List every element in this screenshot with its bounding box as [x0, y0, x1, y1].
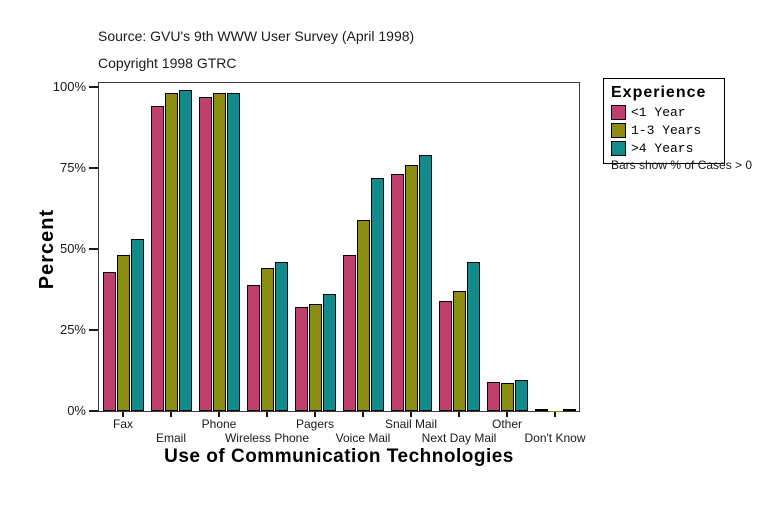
bar-group: [150, 90, 192, 411]
copyright-text: Copyright 1998 GTRC: [98, 55, 237, 71]
bar: [390, 174, 404, 411]
y-tick: [89, 167, 98, 169]
bar: [178, 90, 192, 411]
legend-item: 1-3 Years: [611, 123, 718, 138]
plot-area: [98, 82, 580, 412]
bar: [260, 268, 274, 411]
bar: [212, 93, 226, 411]
legend-items: <1 Year 1-3 Years >4 Years: [611, 105, 718, 156]
bar: [322, 294, 336, 411]
bar: [226, 93, 240, 411]
bar-group: [438, 261, 480, 411]
y-tick-label: 75%: [59, 160, 86, 175]
bar-group: [390, 155, 432, 411]
bar: [294, 307, 308, 411]
legend-title: Experience: [611, 84, 707, 101]
bar-group: [534, 409, 576, 411]
legend-swatch: [611, 141, 626, 156]
y-tick: [89, 329, 98, 331]
legend-note: Bars show % of Cases > 0: [611, 158, 753, 172]
x-tick: [410, 412, 412, 417]
bar: [452, 291, 466, 411]
legend-swatch: [611, 123, 626, 138]
x-tick: [314, 412, 316, 417]
y-tick-label: 25%: [59, 322, 86, 337]
bar: [246, 284, 260, 411]
bar: [164, 93, 178, 411]
bar: [562, 409, 576, 411]
bar-group: [246, 261, 288, 411]
bar-group: [102, 239, 144, 411]
x-tick: [122, 412, 124, 417]
x-tick-label: Next Day Mail: [421, 431, 497, 445]
legend-item-label: <1 Year: [631, 105, 686, 120]
bar: [150, 106, 164, 411]
bar: [370, 177, 384, 411]
y-tick-label: 0%: [67, 403, 86, 418]
bar: [514, 380, 528, 411]
bar-group: [342, 177, 384, 411]
y-tick-label: 100%: [52, 79, 86, 94]
x-tick: [506, 412, 508, 417]
x-tick-label: Voice Mail: [335, 431, 391, 445]
y-tick-label: 50%: [59, 241, 86, 256]
bar: [466, 261, 480, 411]
bar: [438, 300, 452, 411]
bar: [102, 271, 116, 411]
legend: Experience <1 Year 1-3 Years >4 Years: [603, 78, 725, 164]
bar: [356, 219, 370, 411]
legend-item-label: 1-3 Years: [631, 123, 702, 138]
x-tick: [218, 412, 220, 417]
x-tick-label: Don't Know: [524, 431, 586, 445]
bar: [130, 239, 144, 411]
bar: [486, 381, 500, 411]
y-tick: [89, 410, 98, 412]
x-tick-label: Phone: [201, 417, 237, 431]
bar: [116, 255, 130, 411]
x-tick-label: Wireless Phone: [224, 431, 310, 445]
bar: [342, 255, 356, 411]
source-text: Source: GVU's 9th WWW User Survey (April…: [98, 28, 415, 44]
bar-group: [294, 294, 336, 411]
x-axis-title: Use of Communication Technologies: [164, 446, 514, 467]
bar-group: [198, 93, 240, 411]
x-tick: [170, 412, 172, 417]
y-tick: [89, 86, 98, 88]
legend-item-label: >4 Years: [631, 141, 694, 156]
x-tick-label: Email: [155, 431, 187, 445]
legend-swatch: [611, 105, 626, 120]
bar: [534, 409, 548, 411]
x-tick: [266, 412, 268, 417]
x-tick-label: Fax: [112, 417, 134, 431]
y-tick: [89, 248, 98, 250]
bar: [274, 261, 288, 411]
x-tick: [362, 412, 364, 417]
x-tick: [458, 412, 460, 417]
legend-item: >4 Years: [611, 141, 718, 156]
x-tick-label: Other: [491, 417, 523, 431]
bar: [418, 155, 432, 411]
bar: [404, 164, 418, 411]
legend-item: <1 Year: [611, 105, 718, 120]
x-tick-label: Snail Mail: [384, 417, 438, 431]
bar: [308, 304, 322, 411]
bar: [198, 96, 212, 411]
x-tick-label: Pagers: [295, 417, 335, 431]
x-tick: [554, 412, 556, 417]
bar: [500, 383, 514, 411]
bar-group: [486, 380, 528, 411]
